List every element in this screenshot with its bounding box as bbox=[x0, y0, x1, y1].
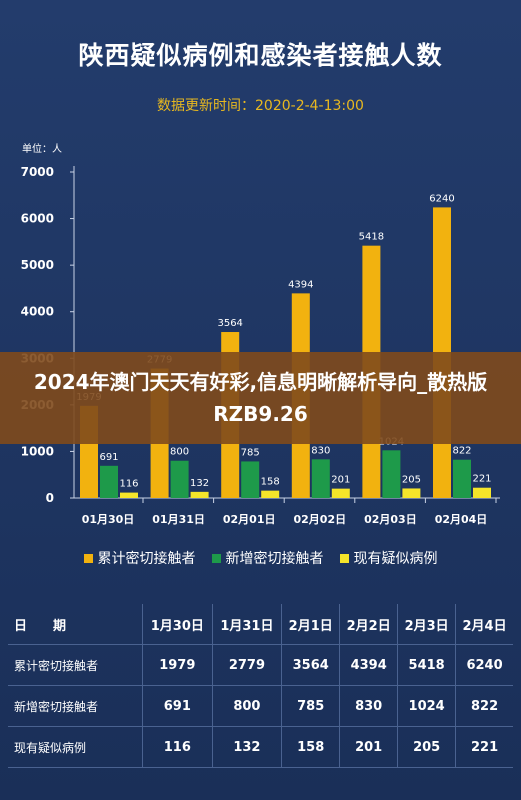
label-new: 800 bbox=[170, 447, 189, 458]
table-cell: 2779 bbox=[211, 644, 282, 686]
table-cell: 691 bbox=[142, 685, 213, 727]
table-cell: 6240 bbox=[455, 644, 513, 686]
table-header-cell: 1月31日 bbox=[211, 604, 282, 645]
table-row-label: 新增密切接触者 bbox=[8, 685, 143, 727]
bar-new bbox=[311, 459, 330, 498]
table-header-cell: 2月1日 bbox=[281, 604, 340, 645]
table-header-date: 日 期 bbox=[8, 604, 143, 645]
table-cell: 3564 bbox=[281, 644, 340, 686]
y-tick-label: 7000 bbox=[21, 165, 54, 179]
y-tick-label: 4000 bbox=[21, 305, 54, 319]
table-cell: 205 bbox=[397, 726, 456, 768]
y-tick-label: 5000 bbox=[21, 258, 54, 272]
table-cell: 116 bbox=[142, 726, 213, 768]
label-suspected: 201 bbox=[331, 475, 350, 486]
table-cell: 132 bbox=[211, 726, 282, 768]
y-tick-label: 6000 bbox=[21, 212, 54, 226]
legend-item-cumulative: 累计密切接触者 bbox=[83, 548, 196, 568]
table-cell: 1979 bbox=[142, 644, 213, 686]
table-header-cell: 2月2日 bbox=[339, 604, 398, 645]
x-tick-label: 02月02日 bbox=[293, 513, 346, 526]
overlay-text: 2024年澳门天天有好彩,信息明晰解析导向_散热版RZB9.26 bbox=[33, 370, 488, 426]
label-cumulative: 3564 bbox=[217, 318, 242, 329]
overlay-banner: 2024年澳门天天有好彩,信息明晰解析导向_散热版RZB9.26 bbox=[0, 352, 521, 444]
table-header-row: 日 期 1月30日 1月31日 2月1日 2月2日 2月3日 2月4日 bbox=[8, 604, 513, 645]
legend-swatch-cumulative bbox=[83, 553, 93, 563]
y-tick-label: 0 bbox=[46, 491, 54, 505]
table-header-cell: 1月30日 bbox=[142, 604, 213, 645]
x-tick-label: 01月30日 bbox=[82, 513, 135, 526]
bar-suspected bbox=[261, 490, 280, 498]
table-header-cell: 2月4日 bbox=[455, 604, 513, 645]
bar-new bbox=[170, 460, 189, 498]
table-row-label: 累计密切接触者 bbox=[8, 644, 143, 686]
label-cumulative: 4394 bbox=[288, 279, 313, 290]
y-tick-label: 1000 bbox=[21, 444, 54, 458]
label-cumulative: 5418 bbox=[359, 232, 384, 243]
label-suspected: 205 bbox=[402, 474, 421, 485]
label-new: 785 bbox=[241, 447, 260, 458]
bar-new bbox=[100, 465, 118, 498]
label-suspected: 132 bbox=[190, 478, 209, 489]
legend-swatch-new bbox=[211, 553, 221, 563]
x-tick-label: 02月04日 bbox=[435, 513, 488, 526]
table-header-cell: 2月3日 bbox=[397, 604, 456, 645]
label-new: 822 bbox=[452, 446, 471, 457]
bar-suspected bbox=[190, 491, 209, 498]
label-cumulative: 6240 bbox=[429, 193, 454, 204]
x-tick-label: 01月31日 bbox=[152, 513, 205, 526]
legend: 累计密切接触者 新增密切接触者 现有疑似病例 bbox=[0, 548, 521, 568]
bar-suspected bbox=[402, 488, 421, 498]
unit-label: 单位：人 bbox=[22, 144, 62, 155]
bar-suspected bbox=[331, 488, 350, 498]
label-suspected: 158 bbox=[261, 477, 280, 488]
x-tick-label: 02月01日 bbox=[223, 513, 276, 526]
legend-swatch-suspected bbox=[339, 553, 349, 563]
label-suspected: 221 bbox=[472, 474, 491, 485]
legend-item-new: 新增密切接触者 bbox=[211, 548, 324, 568]
table-cell: 800 bbox=[211, 685, 282, 727]
table-cell: 785 bbox=[281, 685, 340, 727]
table-cell: 158 bbox=[281, 726, 340, 768]
legend-label-cumulative: 累计密切接触者 bbox=[97, 551, 196, 567]
bar-new bbox=[453, 459, 471, 498]
table-cell: 830 bbox=[339, 685, 398, 727]
legend-label-new: 新增密切接触者 bbox=[225, 551, 324, 567]
table-cell: 1024 bbox=[397, 685, 456, 727]
table-cell: 221 bbox=[455, 726, 513, 768]
label-new: 691 bbox=[99, 452, 118, 463]
table-cell: 5418 bbox=[397, 644, 456, 686]
bar-new bbox=[241, 461, 260, 498]
x-tick-label: 02月03日 bbox=[364, 513, 417, 526]
legend-label-suspected: 现有疑似病例 bbox=[353, 551, 438, 567]
table-row: 累计密切接触者 1979 2779 3564 4394 5418 6240 bbox=[8, 644, 513, 686]
label-new: 830 bbox=[311, 445, 330, 456]
bar-suspected bbox=[473, 487, 491, 498]
table-row-label: 现有疑似病例 bbox=[8, 726, 143, 768]
bar-suspected bbox=[120, 492, 138, 498]
table-row: 新增密切接触者 691 800 785 830 1024 822 bbox=[8, 685, 513, 727]
table-cell: 4394 bbox=[339, 644, 398, 686]
table-cell: 201 bbox=[339, 726, 398, 768]
bar-chart: 0100020003000400050006000700019796911160… bbox=[21, 165, 500, 526]
legend-item-suspected: 现有疑似病例 bbox=[339, 548, 438, 568]
chart-title: 陕西疑似病例和感染者接触人数 bbox=[78, 41, 443, 70]
table-row: 现有疑似病例 116 132 158 201 205 221 bbox=[8, 726, 513, 768]
label-suspected: 116 bbox=[119, 479, 138, 490]
data-table: 日 期 1月30日 1月31日 2月1日 2月2日 2月3日 2月4日 累计密切… bbox=[8, 604, 513, 768]
table-cell: 822 bbox=[455, 685, 513, 727]
bar-new bbox=[382, 450, 401, 498]
update-time: 数据更新时间：2020-2-4-13:00 bbox=[157, 98, 364, 114]
